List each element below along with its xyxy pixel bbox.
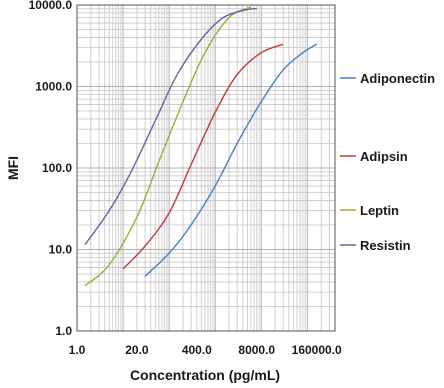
- legend: Adiponectin Adipsin Leptin Resistin: [340, 71, 435, 253]
- x-tick-label: 160000.0: [292, 343, 342, 357]
- grid: [76, 4, 336, 332]
- x-tick-label: 400.0: [182, 343, 212, 357]
- y-tick-label: 10000.0: [29, 0, 73, 12]
- y-tick-labels: 1.0 10.0 100.0 1000.0 10000.0: [29, 0, 73, 338]
- y-tick-label: 1000.0: [35, 80, 72, 94]
- series-line-adipsin: [122, 43, 284, 270]
- series-line-adiponectin: [144, 43, 318, 277]
- legend-label-adipsin: Adipsin: [360, 149, 408, 164]
- plot-frame: [76, 4, 336, 332]
- x-tick-labels: 1.0 20.0 400.0 8000.0 160000.0: [69, 343, 342, 357]
- x-axis-title: Concentration (pg/mL): [130, 367, 280, 383]
- x-tick-label: 20.0: [125, 343, 149, 357]
- series-line-leptin: [84, 6, 252, 287]
- series-lines: [84, 6, 318, 287]
- y-tick-label: 1.0: [55, 324, 72, 338]
- legend-label-leptin: Leptin: [360, 203, 399, 218]
- y-axis-title: MFI: [5, 156, 21, 180]
- y-tick-label: 100.0: [42, 161, 72, 175]
- x-tick-label: 8000.0: [238, 343, 275, 357]
- legend-label-resistin: Resistin: [360, 238, 411, 253]
- series-line-resistin: [84, 7, 257, 245]
- legend-label-adiponectin: Adiponectin: [360, 71, 435, 86]
- x-tick-label: 1.0: [69, 343, 86, 357]
- y-tick-label: 10.0: [49, 243, 73, 257]
